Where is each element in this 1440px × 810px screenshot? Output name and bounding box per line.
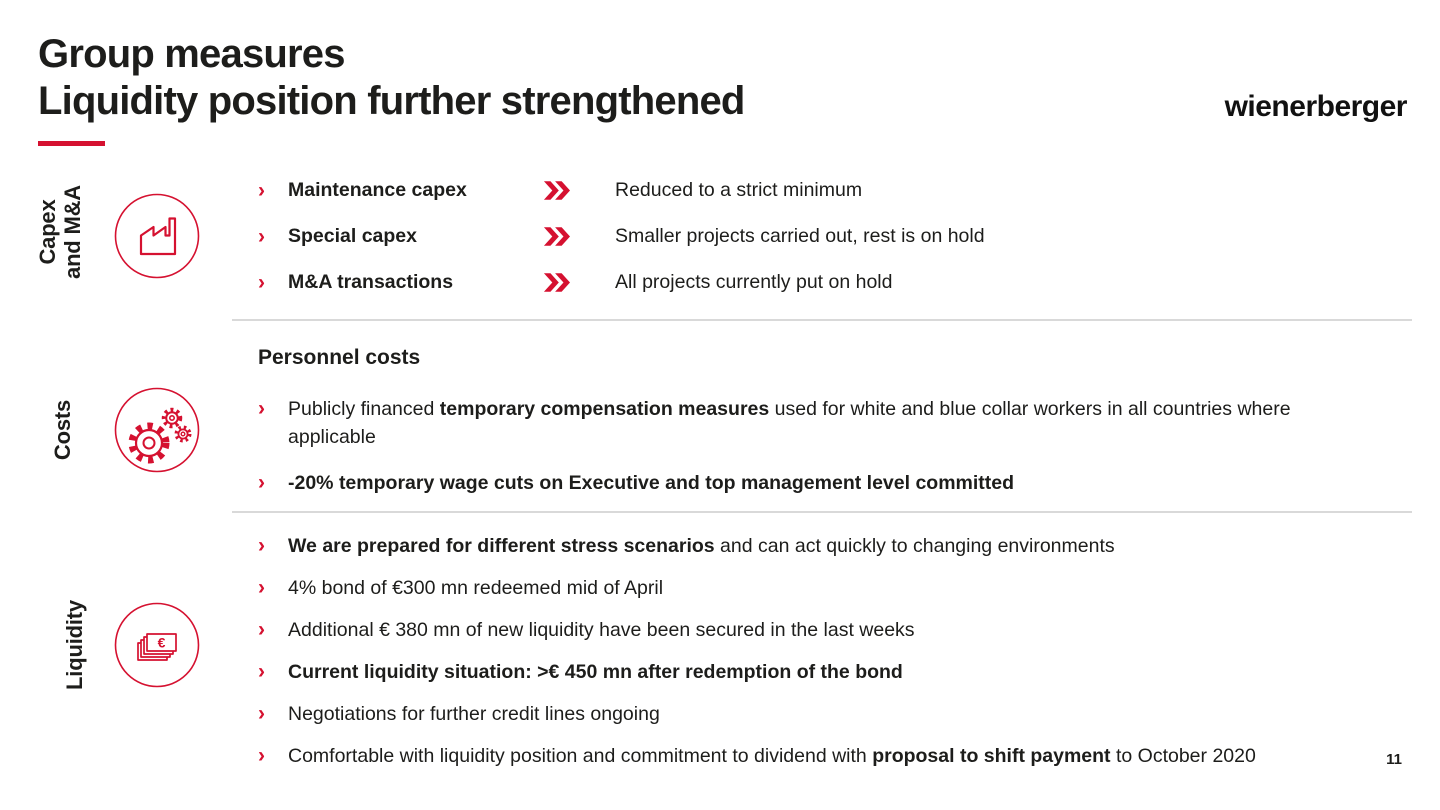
page-title: Group measures Liquidity position furthe… (38, 31, 745, 125)
banknotes-icon: € (114, 602, 200, 688)
bullet-arrow-icon: › (258, 660, 265, 683)
capex-row-result: All projects currently put on hold (615, 270, 893, 293)
section-label-costs: Costs (50, 399, 75, 461)
double-chevron-icon (543, 226, 615, 246)
bullet-arrow-icon: › (258, 618, 265, 641)
capex-row-result: Smaller projects carried out, rest is on… (615, 224, 985, 247)
bullet-arrow-icon: › (258, 270, 265, 294)
bullet-arrow-icon: › (258, 534, 265, 557)
section-divider (232, 319, 1412, 321)
section-liquidity: › We are prepared for different stress s… (258, 532, 1348, 784)
costs-bullet: › Publicly financed temporary compensati… (258, 395, 1348, 451)
bullet-arrow-icon: › (258, 224, 265, 248)
capex-row-label: Maintenance capex (288, 178, 467, 201)
bullet-text: Comfortable with liquidity position and … (288, 745, 1256, 767)
bullet-arrow-icon: › (258, 744, 265, 767)
double-chevron-icon (543, 272, 615, 292)
page-title-line-1: Group measures (38, 32, 346, 76)
bullet-arrow-icon: › (258, 576, 265, 599)
liquidity-bullet: › Additional € 380 mn of new liquidity h… (258, 616, 1348, 644)
bullet-arrow-icon: › (258, 471, 265, 494)
bullet-text: -20% temporary wage cuts on Executive an… (288, 472, 1015, 494)
capex-row-maintenance: › Maintenance capex Reduced to a strict … (258, 176, 985, 204)
costs-heading: Personnel costs (258, 346, 421, 369)
capex-row-label: Special capex (288, 224, 417, 247)
euro-glyph: € (158, 635, 166, 651)
liquidity-bullet: › Current liquidity situation: >€ 450 mn… (258, 658, 1348, 686)
bullet-text: We are prepared for different stress sce… (288, 535, 1115, 557)
title-accent-bar (38, 141, 105, 146)
capex-row-ma: › M&A transactions All projects currentl… (258, 268, 985, 296)
factory-icon (114, 193, 200, 279)
liquidity-bullet: › Comfortable with liquidity position an… (258, 742, 1348, 770)
wienerberger-logo: wienerberger (1224, 90, 1408, 123)
gears-icon (114, 387, 200, 473)
bullet-text: Publicly financed temporary compensation… (288, 398, 1291, 448)
capex-row-result: Reduced to a strict minimum (615, 178, 863, 201)
capex-row-special: › Special capex Smaller projects carried… (258, 222, 985, 250)
bullet-arrow-icon: › (258, 702, 265, 725)
capex-row-label: M&A transactions (288, 270, 454, 293)
liquidity-bullet: › 4% bond of €300 mn redeemed mid of Apr… (258, 574, 1348, 602)
section-costs: › Publicly financed temporary compensati… (258, 395, 1348, 515)
bullet-text: 4% bond of €300 mn redeemed mid of April (288, 577, 664, 599)
section-capex-ma: › Maintenance capex Reduced to a strict … (258, 176, 985, 314)
section-divider (232, 511, 1412, 513)
bullet-text: Negotiations for further credit lines on… (288, 703, 660, 725)
bullet-arrow-icon: › (258, 397, 265, 420)
page-title-line-2: Liquidity position further strengthened (38, 79, 745, 123)
bullet-text: Additional € 380 mn of new liquidity hav… (288, 619, 915, 641)
costs-bullet: › -20% temporary wage cuts on Executive … (258, 469, 1348, 497)
section-label-liquidity: Liquidity (62, 600, 87, 690)
bullet-arrow-icon: › (258, 178, 265, 202)
liquidity-bullet: › Negotiations for further credit lines … (258, 700, 1348, 728)
page-number: 11 (1386, 751, 1402, 768)
liquidity-bullet: › We are prepared for different stress s… (258, 532, 1348, 560)
bullet-text: Current liquidity situation: >€ 450 mn a… (288, 661, 903, 683)
double-chevron-icon (543, 180, 615, 200)
section-label-capex-ma: Capex and M&A (35, 185, 85, 279)
